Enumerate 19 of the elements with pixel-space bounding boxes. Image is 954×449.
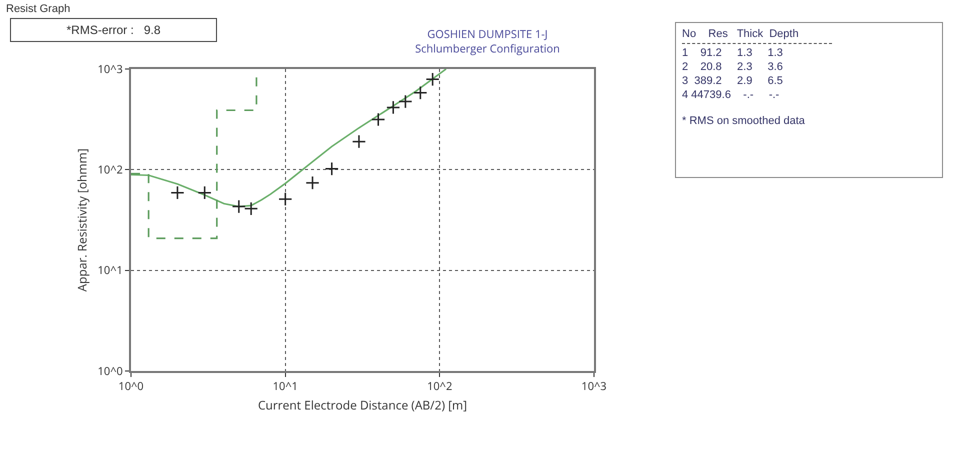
y-tick-label: 10^2 bbox=[98, 162, 123, 178]
x-tick-label: 10^1 bbox=[272, 379, 298, 394]
x-tick-label: 10^3 bbox=[581, 379, 607, 394]
text: No Res Thick Depth bbox=[682, 27, 800, 41]
x-axis-title: Current Electrode Distance (AB/2) [m] bbox=[258, 396, 468, 414]
text: *RMS-error : 9.8 bbox=[10, 18, 217, 42]
y-tick-label: 10^1 bbox=[98, 263, 123, 278]
chart-title: GOSHIEN DUMPSITE 1-J Schlumberger Configuration bbox=[415, 27, 560, 56]
text: 2 20.8 2.3 3.6 bbox=[682, 60, 784, 74]
text: 4 44739.6 -.- -.- bbox=[682, 88, 780, 102]
y-axis-title: Appar. Resistivity [ohmm] bbox=[73, 148, 90, 292]
y-tick-label: 10^0 bbox=[98, 364, 123, 379]
text: 3 389.2 2.9 6.5 bbox=[682, 74, 784, 88]
text: * RMS on smoothed data bbox=[682, 114, 806, 128]
text: 1 91.2 1.3 1.3 bbox=[682, 43, 832, 60]
y-tick-label: 10^3 bbox=[98, 62, 123, 77]
x-tick-label: 10^0 bbox=[118, 379, 144, 394]
text: Resist Graph bbox=[6, 3, 70, 15]
x-tick-label: 10^2 bbox=[427, 379, 452, 394]
